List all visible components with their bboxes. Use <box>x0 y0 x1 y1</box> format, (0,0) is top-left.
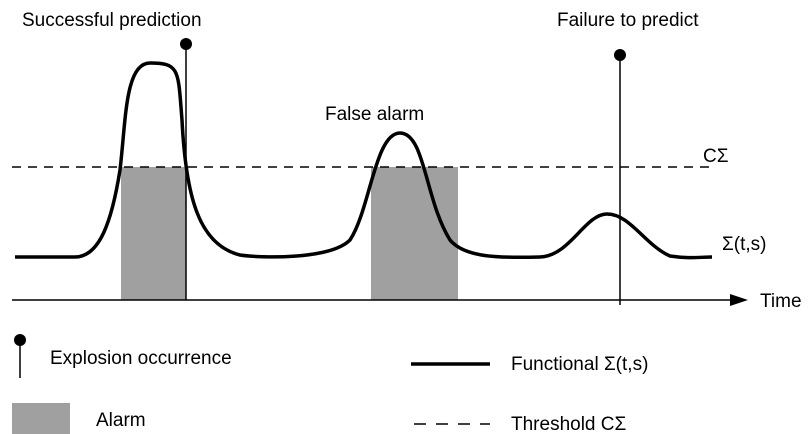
axis-arrow <box>730 294 748 306</box>
functional-curve <box>15 61 713 260</box>
axis-label: Time <box>760 291 802 312</box>
annotation: Successful prediction <box>22 10 202 31</box>
alarm-region <box>371 167 458 300</box>
curve-label: CΣ <box>703 146 728 167</box>
alarm-region <box>121 167 186 300</box>
legend-label: Threshold CΣ <box>511 414 626 434</box>
annotation: Failure to predict <box>557 10 699 31</box>
legend-label: Functional Σ(t,s) <box>511 354 648 375</box>
annotation: False alarm <box>325 104 424 125</box>
explosion-marker <box>180 38 192 50</box>
explosion-marker <box>614 49 626 61</box>
legend-alarm-swatch <box>12 403 70 434</box>
curve-label: Σ(t,s) <box>722 234 766 255</box>
legend-label: Explosion occurrence <box>50 348 232 369</box>
legend-label: Alarm <box>96 410 146 431</box>
